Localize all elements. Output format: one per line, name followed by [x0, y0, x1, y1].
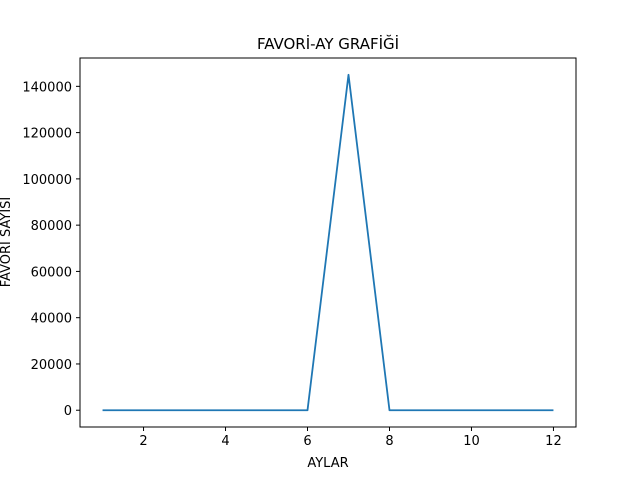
- x-axis-ticks: 2 4 6 8 10 12: [139, 427, 562, 449]
- y-axis-ticks: 0 20000 40000 60000 80000 100000 120000 140000: [22, 80, 80, 419]
- x-tick-label: 10: [463, 434, 480, 449]
- x-tick-label: 2: [139, 434, 147, 449]
- y-tick-label: 80000: [31, 219, 72, 234]
- y-tick-label: 120000: [22, 127, 72, 142]
- x-tick-label: 12: [545, 434, 562, 449]
- plot-frame: [79, 57, 577, 428]
- y-tick-label: 60000: [31, 265, 72, 280]
- x-tick-label: 4: [221, 434, 229, 449]
- y-tick-label: 140000: [22, 80, 72, 95]
- chart-title: FAVORİ-AY GRAFİĞİ: [257, 34, 399, 53]
- y-tick-label: 20000: [31, 358, 72, 373]
- series-line: [102, 73, 554, 412]
- y-axis-label: FAVORİ SAYISI: [0, 197, 14, 287]
- x-tick-label: 8: [385, 434, 393, 449]
- y-tick-label: 0: [64, 404, 72, 419]
- y-tick-label: 40000: [31, 312, 72, 327]
- x-axis-label: AYLAR: [307, 456, 348, 471]
- y-tick-label: 100000: [22, 173, 72, 188]
- x-tick-label: 6: [303, 434, 311, 449]
